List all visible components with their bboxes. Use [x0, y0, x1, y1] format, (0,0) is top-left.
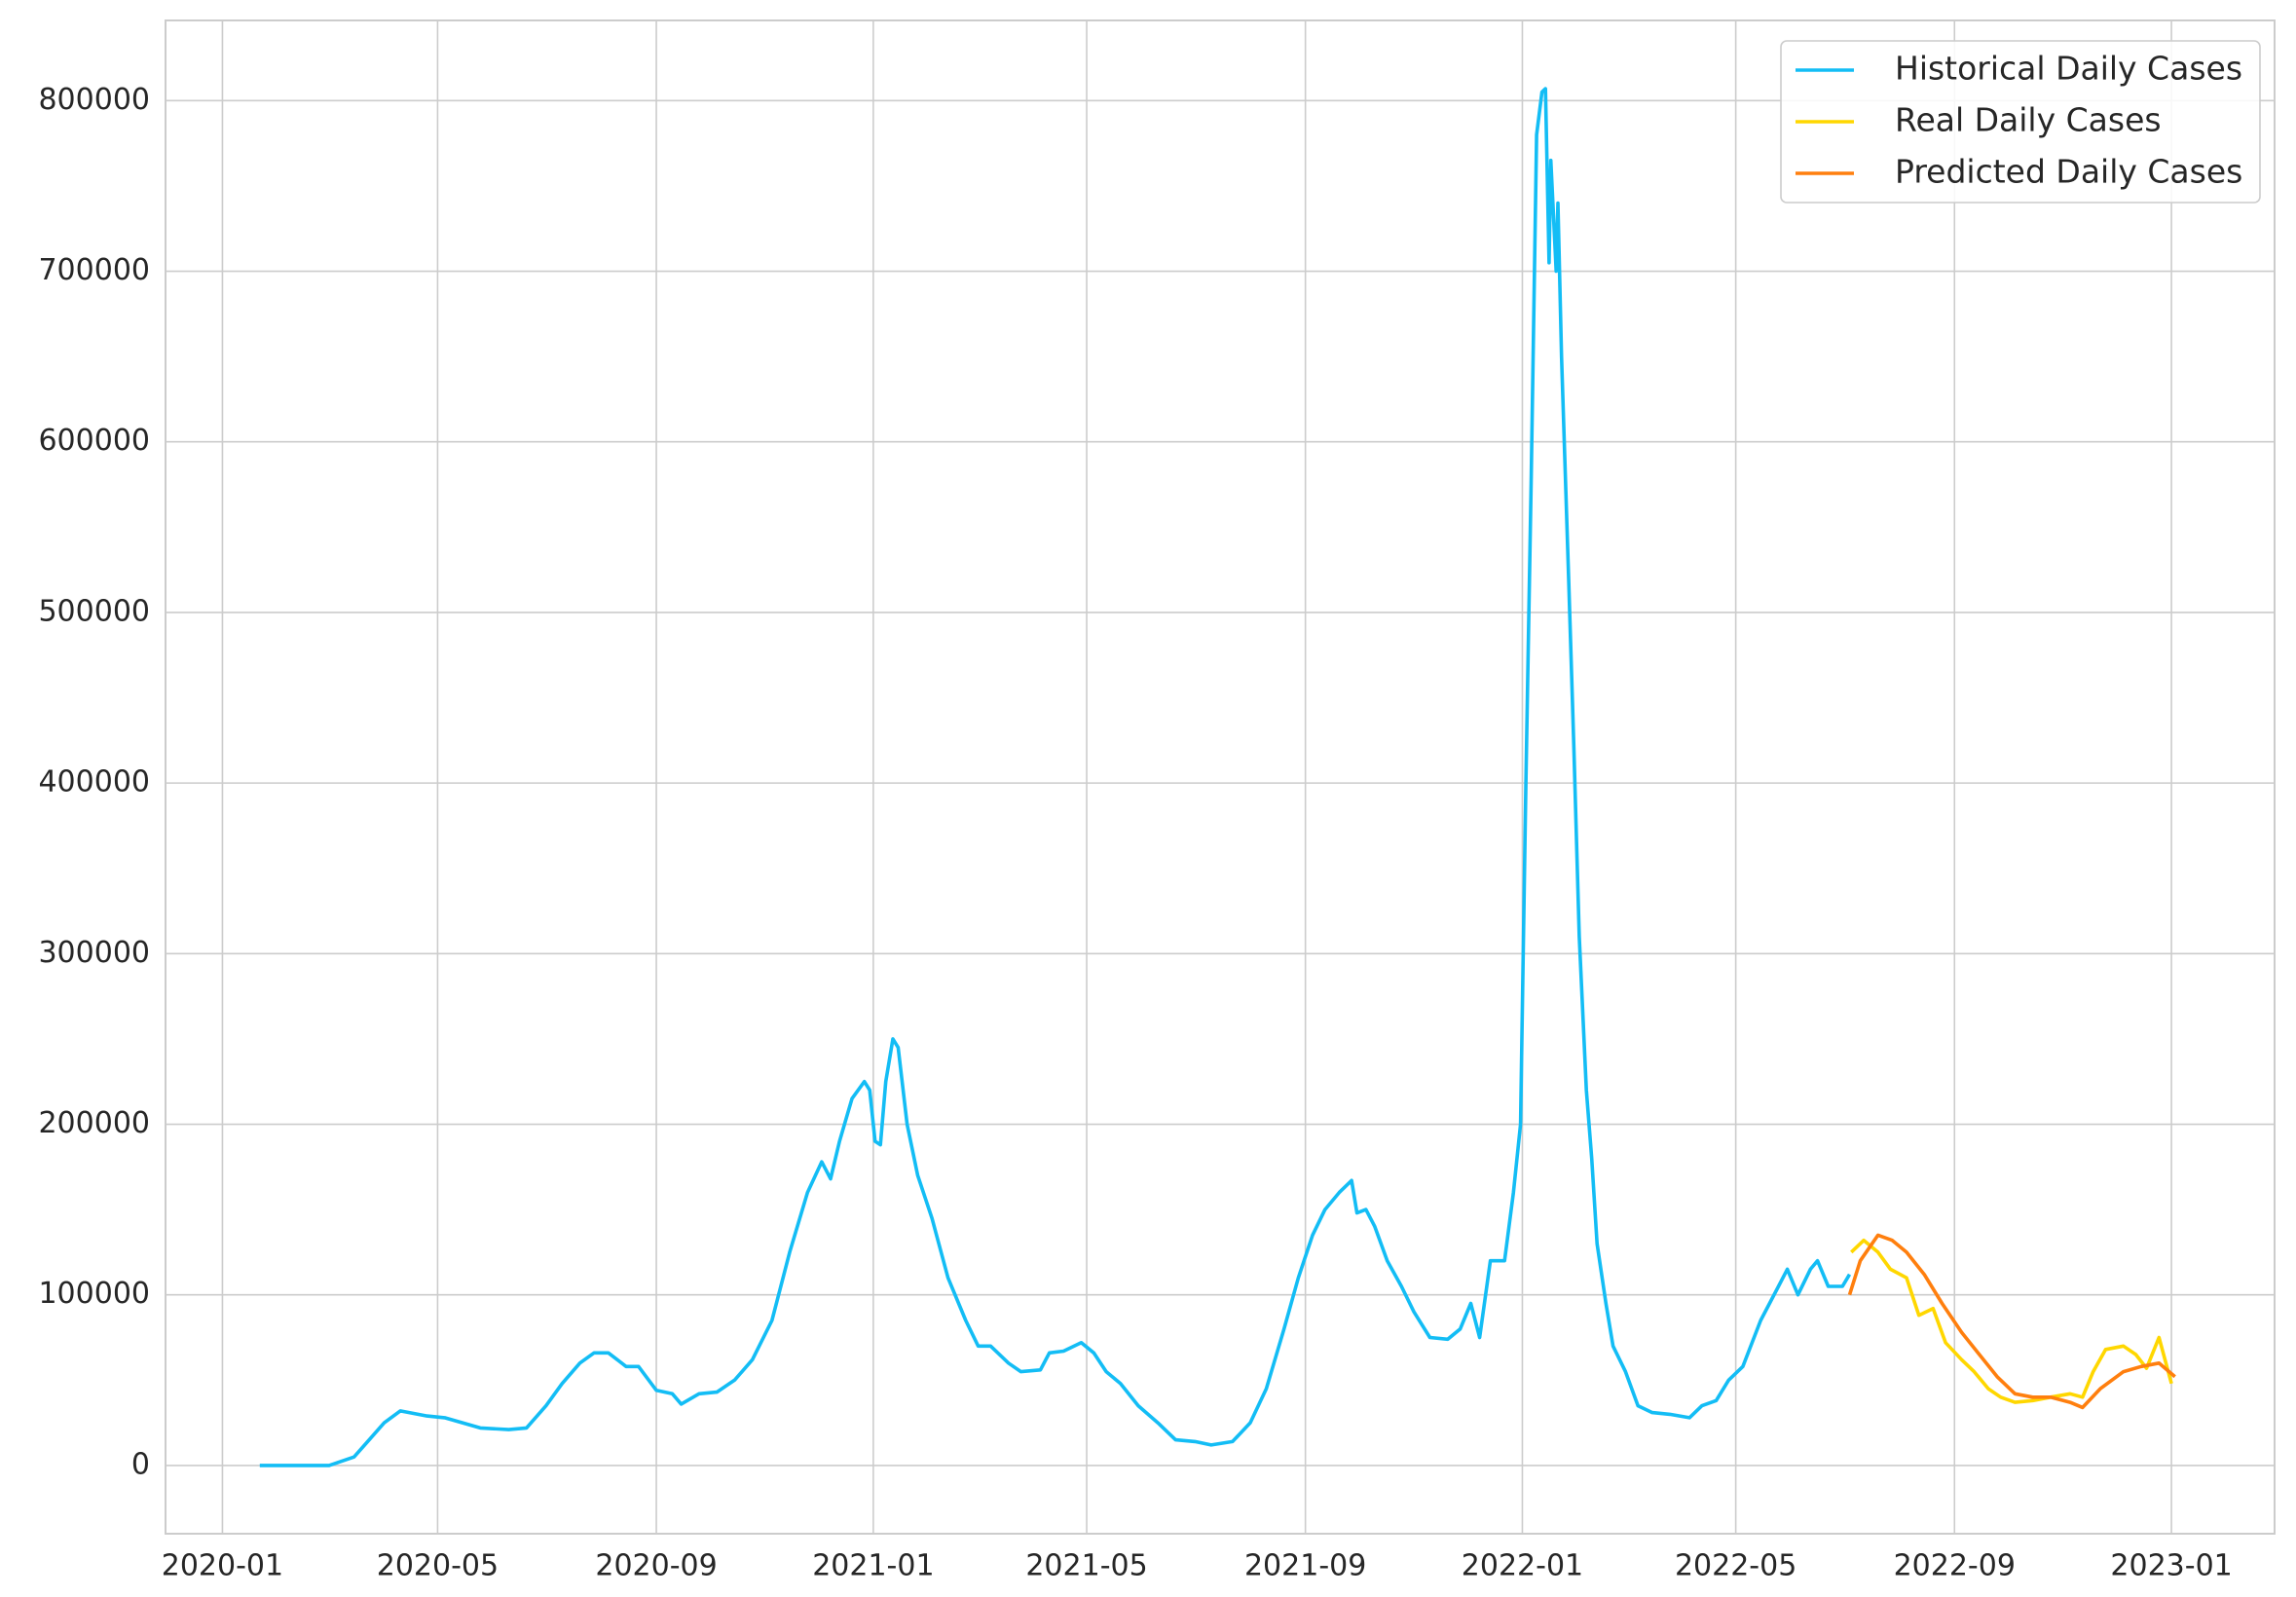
y-tick-label: 500000: [38, 594, 150, 628]
x-tick-label: 2021-01: [812, 1549, 934, 1583]
y-tick-label: 100000: [38, 1277, 150, 1311]
data-line: [259, 87, 1852, 1467]
plot-frame: [165, 19, 2276, 1535]
y-tick-label: 600000: [38, 424, 150, 458]
x-tick-label: 2022-05: [1675, 1549, 1796, 1583]
x-tick-label: 2021-09: [1244, 1549, 1366, 1583]
data-line: [1850, 1238, 2173, 1404]
y-tick-label: 700000: [38, 253, 150, 287]
y-tick-label: 200000: [38, 1106, 150, 1140]
y-tick-label: 300000: [38, 936, 150, 970]
y-tick-label: 0: [131, 1447, 150, 1481]
x-tick-label: 2022-09: [1894, 1549, 2016, 1583]
legend-label: Predicted Daily Cases: [1895, 153, 2242, 191]
data-line: [1847, 1233, 2176, 1410]
legend-box: [1780, 40, 2261, 204]
x-tick-label: 2020-09: [595, 1549, 717, 1583]
x-tick-label: 2022-01: [1462, 1549, 1583, 1583]
legend-label: Historical Daily Cases: [1895, 50, 2242, 88]
y-tick-label: 800000: [38, 83, 150, 117]
x-tick-label: 2023-01: [2110, 1549, 2232, 1583]
legend: Historical Daily Cases Real Daily Cases Pr…: [1780, 40, 2261, 204]
x-tick-label: 2020-01: [162, 1549, 283, 1583]
x-tick-label: 2020-05: [377, 1549, 499, 1583]
x-tick-label: 2021-05: [1025, 1549, 1147, 1583]
y-tick-label: 400000: [38, 765, 150, 799]
legend-label: Real Daily Cases: [1895, 101, 2162, 139]
